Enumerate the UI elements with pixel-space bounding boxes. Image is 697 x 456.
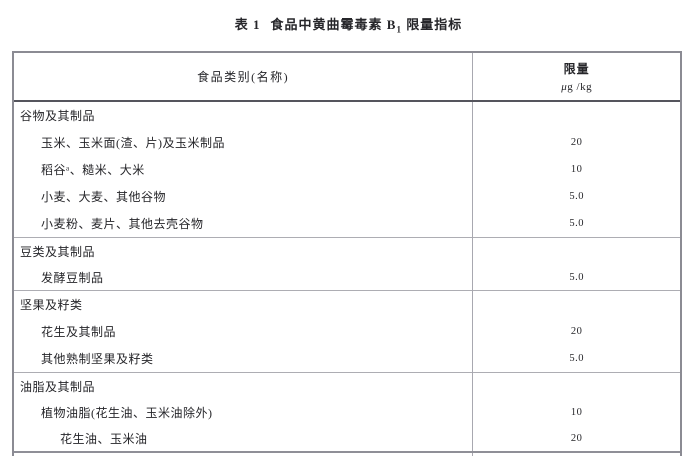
limit-cell: 5.0 bbox=[472, 210, 680, 238]
section-nuts-seeds: 坚果及籽类 花生及其制品 20 其他熟制坚果及籽类 5.0 bbox=[14, 290, 680, 373]
item-cell: 发酵豆制品 bbox=[41, 270, 104, 285]
item-cell: 小麦、大麦、其他谷物 bbox=[41, 190, 167, 204]
section-cereals: 谷物及其制品 玉米、玉米面(渣、片)及玉米制品 20 稻谷ᵃ、糙米、大米 10 … bbox=[14, 101, 680, 238]
table-row: 其他熟制坚果及籽类 5.0 bbox=[14, 345, 680, 373]
section-fats-oils: 油脂及其制品 植物油脂(花生油、玉米油除外) 10 花生油、玉米油 20 bbox=[14, 372, 680, 452]
limit-cell bbox=[472, 101, 680, 129]
table-row: 豆类及其制品 bbox=[14, 237, 680, 264]
table-header-row: 食品类别(名称) 限量 μg /kg bbox=[14, 53, 680, 101]
item-cell: 花生及其制品 bbox=[41, 325, 117, 339]
table-title: 表 1 食品中黄曲霉毒素 B1 限量指标 bbox=[0, 14, 697, 35]
item-cell: 玉米、玉米面(渣、片)及玉米制品 bbox=[41, 136, 225, 150]
table-title-trailing: 限量指标 bbox=[401, 17, 463, 32]
item-cell: 花生油、玉米油 bbox=[60, 431, 148, 446]
limit-cell: 10 bbox=[472, 156, 680, 183]
item-cell: 其他熟制坚果及籽类 bbox=[41, 352, 154, 366]
limits-table-frame: 食品类别(名称) 限量 μg /kg 谷物及其制品 玉米、玉米面(渣、片)及玉米… bbox=[12, 51, 682, 456]
section-cut-off bbox=[14, 452, 680, 456]
limits-table: 食品类别(名称) 限量 μg /kg 谷物及其制品 玉米、玉米面(渣、片)及玉米… bbox=[14, 53, 680, 456]
item-cell: 稻谷ᵃ、糙米、大米 bbox=[41, 163, 145, 177]
limit-cell: 5.0 bbox=[472, 183, 680, 210]
section-legumes: 豆类及其制品 发酵豆制品 5.0 bbox=[14, 237, 680, 291]
column-header-limit: 限量 μg /kg bbox=[472, 53, 680, 101]
category-cell: 油脂及其制品 bbox=[20, 379, 96, 394]
limit-cell: 5.0 bbox=[472, 264, 680, 291]
item-cell: 植物油脂(花生油、玉米油除外) bbox=[41, 405, 213, 420]
limit-cell bbox=[472, 372, 680, 399]
limit-cell bbox=[472, 237, 680, 264]
table-title-subscript: 1 bbox=[396, 24, 402, 35]
table-row: 花生油、玉米油 20 bbox=[14, 425, 680, 452]
empty-cell bbox=[14, 452, 473, 456]
table-row: 小麦、大麦、其他谷物 5.0 bbox=[14, 183, 680, 210]
column-header-category: 食品类别(名称) bbox=[197, 70, 290, 84]
table-row: 稻谷ᵃ、糙米、大米 10 bbox=[14, 156, 680, 183]
empty-cell bbox=[472, 452, 680, 456]
table-row: 油脂及其制品 bbox=[14, 372, 680, 399]
limit-cell: 20 bbox=[472, 425, 680, 452]
limit-cell bbox=[472, 290, 680, 318]
limit-cell: 5.0 bbox=[472, 345, 680, 373]
table-row: 花生及其制品 20 bbox=[14, 318, 680, 345]
table-row: 谷物及其制品 bbox=[14, 101, 680, 129]
table-number: 表 1 bbox=[234, 17, 261, 32]
table-row: 玉米、玉米面(渣、片)及玉米制品 20 bbox=[14, 129, 680, 156]
category-cell: 豆类及其制品 bbox=[20, 244, 96, 259]
limit-header-label: 限量 bbox=[563, 62, 590, 76]
category-cell: 谷物及其制品 bbox=[20, 109, 96, 123]
table-row: 植物油脂(花生油、玉米油除外) 10 bbox=[14, 399, 680, 425]
category-cell: 坚果及籽类 bbox=[20, 298, 83, 312]
table-row: 坚果及籽类 bbox=[14, 290, 680, 318]
limit-cell: 10 bbox=[472, 399, 680, 425]
limit-cell: 20 bbox=[472, 129, 680, 156]
table-title-main: 食品中黄曲霉毒素 B bbox=[270, 17, 397, 32]
item-cell: 小麦粉、麦片、其他去壳谷物 bbox=[41, 217, 204, 231]
limit-header-unit: μg /kg bbox=[561, 81, 593, 93]
limit-cell: 20 bbox=[472, 318, 680, 345]
table-row-partial bbox=[14, 452, 680, 456]
table-row: 小麦粉、麦片、其他去壳谷物 5.0 bbox=[14, 210, 680, 238]
table-row: 发酵豆制品 5.0 bbox=[14, 264, 680, 291]
